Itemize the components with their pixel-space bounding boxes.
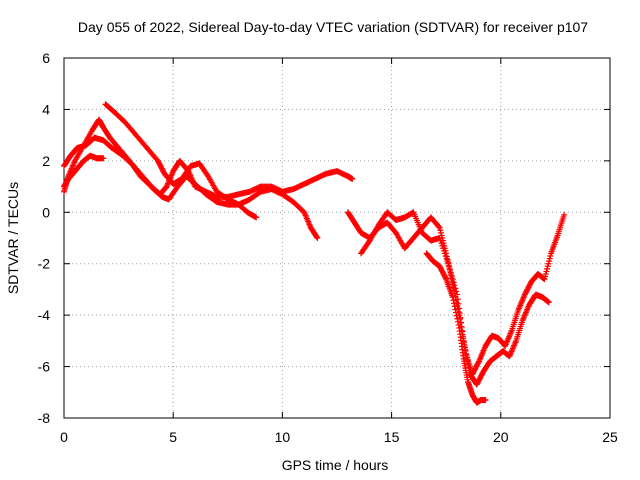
data-point — [442, 274, 449, 281]
plot-frame — [63, 57, 611, 419]
x-tick-label: 10 — [275, 429, 291, 445]
data-point — [463, 351, 470, 358]
data-point — [452, 306, 459, 313]
data-point — [454, 318, 461, 325]
y-tick-label: 4 — [42, 101, 50, 117]
data-point — [463, 354, 470, 361]
y-tick-label: -6 — [38, 359, 51, 375]
data-point — [435, 223, 442, 230]
y-tick-label: 6 — [42, 50, 50, 66]
data-point — [349, 175, 356, 182]
data-point — [451, 282, 458, 289]
y-tick-label: -8 — [38, 410, 51, 426]
data-point — [451, 300, 458, 307]
series-track-f — [423, 250, 489, 406]
data-point — [449, 276, 456, 283]
data-point — [448, 273, 455, 280]
x-tick-labels: 0 5 10 15 20 25 — [60, 429, 618, 445]
data-point — [449, 294, 456, 301]
x-tick-label: 0 — [60, 429, 68, 445]
data-point — [456, 305, 463, 312]
data-point — [448, 269, 455, 276]
data-point — [457, 314, 464, 321]
data-point — [452, 285, 459, 292]
data-point — [455, 321, 462, 328]
chart-title: Day 055 of 2022, Sidereal Day-to-day VTE… — [78, 19, 588, 35]
data-point — [465, 361, 472, 368]
data-point — [447, 266, 454, 273]
data-point — [314, 235, 321, 241]
data-point — [453, 288, 460, 295]
data-point — [545, 299, 552, 306]
data-point — [313, 233, 320, 240]
y-tick-label: -4 — [38, 307, 51, 323]
grid-lines — [64, 58, 610, 418]
data-point — [454, 291, 461, 298]
y-tick-label: 2 — [42, 153, 50, 169]
series-track-e — [358, 209, 552, 388]
x-tick-label: 25 — [602, 429, 618, 445]
y-tick-label: 0 — [42, 204, 50, 220]
x-axis-label: GPS time / hours — [282, 457, 389, 473]
data-point — [561, 211, 568, 218]
y-axis-label: SDTVAR / TECUs — [5, 182, 21, 294]
series-track-b — [61, 134, 321, 241]
data-point — [446, 263, 453, 270]
series-track-c — [102, 101, 260, 221]
data-point — [454, 315, 461, 322]
y-tick-label: -2 — [38, 256, 51, 272]
data-point — [451, 303, 458, 310]
x-tick-label: 5 — [169, 429, 177, 445]
data-point — [450, 297, 457, 304]
data-point — [475, 359, 482, 366]
y-tick-labels: -8 -6 -4 -2 0 2 4 6 — [38, 50, 51, 426]
data-point — [482, 397, 489, 403]
x-tick-label: 15 — [384, 429, 400, 445]
x-tick-label: 20 — [493, 429, 509, 445]
data-points — [61, 101, 568, 406]
data-point — [100, 155, 107, 162]
axis-ticks — [63, 57, 611, 419]
data-point — [445, 260, 452, 267]
data-point — [450, 279, 457, 286]
series-track-g — [61, 152, 107, 190]
data-point — [453, 309, 460, 316]
data-point — [454, 296, 461, 303]
data-point — [453, 312, 460, 319]
data-point — [253, 214, 260, 221]
